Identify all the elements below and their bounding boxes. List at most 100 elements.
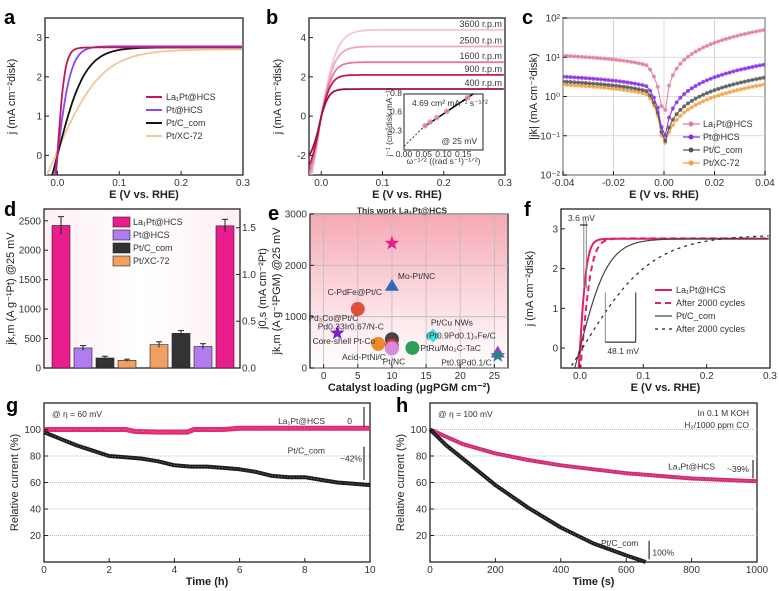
series-label: 1600 r.p.m: [459, 51, 502, 61]
data-point: [583, 84, 588, 89]
data-point: [587, 84, 592, 89]
point-label: Mo-Pt/NC: [398, 271, 435, 281]
inset-y-axis-label: j⁻¹ (cm²disk mA⁻¹): [384, 87, 394, 157]
y-tick-label: 2000: [285, 261, 308, 272]
data-point: [602, 82, 607, 87]
series-line: [574, 238, 769, 368]
series-label: 900 r.p.m: [464, 64, 502, 74]
legend-marker: [688, 160, 694, 166]
x-tick-label: -0.04: [552, 178, 575, 189]
inset-point: [464, 94, 471, 101]
data-point: [761, 62, 765, 67]
panel-a: a 0.0 0.1 0.2 0.3 E (V vs. RHE) 0 1 2 3 j (mA cm⁻²…: [4, 7, 250, 201]
x-tick-label: 0.00: [654, 178, 674, 189]
data-point: [712, 75, 717, 80]
panel-label: b: [266, 7, 278, 29]
legend-label: La₁Pt@HCS: [703, 119, 753, 129]
x-tick-label: 0.2: [174, 178, 188, 189]
data-point: [754, 83, 759, 88]
data-point: [563, 74, 565, 79]
legend-label: Pt/C_com: [676, 311, 716, 321]
data-point: [727, 90, 732, 95]
legend-label: Pt@HCS: [133, 230, 170, 240]
y-tick-label: 0: [35, 364, 41, 375]
bar: [193, 346, 213, 369]
data-point: [723, 36, 728, 41]
y-tick-label: 20: [30, 531, 42, 542]
legend-label: Pt@HCS: [166, 105, 203, 115]
data-point: [663, 133, 668, 138]
data-point: [754, 77, 759, 82]
data-point: [761, 28, 765, 33]
series-line: [43, 430, 371, 488]
panel-label: e: [268, 203, 279, 225]
y-tick-label: 3: [552, 224, 558, 235]
y-tick-label: 100: [24, 425, 41, 436]
data-point: [712, 94, 717, 99]
legend-label: Pt/XC-72: [133, 256, 170, 266]
series-line: [53, 45, 242, 175]
series-line: [45, 48, 242, 175]
data-point: [644, 89, 649, 94]
data-point: [720, 38, 725, 43]
data-point: [750, 77, 755, 82]
y-axis-label: jk,m (A g⁻¹PGM) @25 mV: [271, 227, 283, 356]
legend-swatch: [112, 242, 131, 254]
x-tick-label: 2: [106, 565, 112, 576]
x-tick-label: 0.1: [112, 178, 126, 189]
data-point: [670, 117, 675, 122]
x-tick-label: 0: [427, 565, 433, 576]
y-tick-label: 2000: [19, 246, 42, 257]
x-tick-label: 0.02: [705, 178, 725, 189]
data-point: [723, 71, 728, 76]
legend-label: Pt/C_com: [133, 243, 173, 253]
plot-background: [45, 210, 239, 367]
data-point: [716, 86, 721, 91]
panel-b: b 3600 r.p.m 2500 r.p.m 1600 r.p.m 900 r.p.m…: [266, 7, 512, 201]
data-point: [384, 341, 399, 356]
x-tick-label: 0.2: [437, 178, 451, 189]
data-point: [636, 82, 641, 87]
data-point: [704, 97, 709, 102]
data-point: [564, 74, 569, 79]
data-point: [735, 88, 740, 93]
y-tick-label: 80: [30, 452, 42, 463]
series-line: [429, 427, 758, 484]
bar: [171, 333, 191, 369]
data-point: [670, 123, 675, 128]
panel-label: h: [396, 395, 408, 417]
x-tick-label: 5: [355, 371, 361, 382]
data-point: [667, 115, 672, 120]
data-point: [598, 77, 603, 82]
data-point: [591, 76, 596, 81]
plot-frame: [560, 208, 771, 369]
data-point: [587, 55, 592, 60]
data-point: [742, 79, 747, 84]
legend-marker: [688, 134, 694, 140]
y-axis-label-right: j0,s (mA cm⁻²Pt): [257, 248, 269, 330]
data-point: [746, 65, 751, 70]
data-point: [595, 55, 600, 60]
y-tick-label: 100: [410, 425, 427, 436]
series-line: [309, 45, 504, 175]
legend-swatch: [112, 255, 131, 267]
data-point: [663, 138, 668, 143]
condition-label-right: H₂/1000 ppm CO: [684, 420, 749, 430]
data-point: [621, 84, 626, 89]
data-point: [350, 301, 365, 316]
inset-y-tick-label: 0.6: [390, 107, 402, 117]
data-point: [651, 74, 656, 79]
data-point: [685, 88, 690, 93]
data-point: [576, 83, 581, 88]
data-point: [583, 55, 588, 60]
x-tick-label: 0.0: [573, 371, 587, 382]
y-tick-label-right: 1.5: [242, 223, 256, 234]
plot-frame: [44, 17, 244, 176]
data-point: [742, 86, 747, 91]
y-tick-label: 1: [36, 112, 42, 123]
inset-condition: @ 25 mV: [441, 136, 477, 146]
series-label: 400 r.p.m: [464, 78, 502, 88]
data-point: [587, 76, 592, 81]
data-point: [757, 28, 762, 33]
